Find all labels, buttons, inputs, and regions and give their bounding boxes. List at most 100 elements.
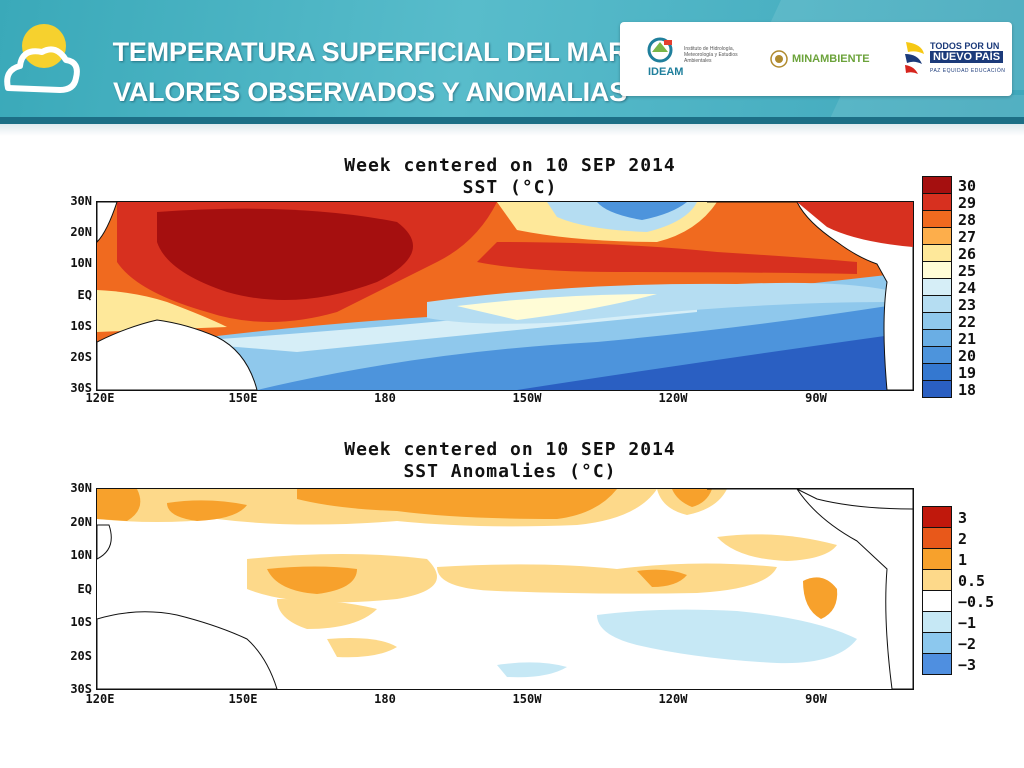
anomaly-lon-label: 120E [85,692,115,706]
sst-colorbar-swatch [923,194,951,211]
anomaly-colorbar-swatch [923,528,951,549]
anomaly-title: Week centered on 10 SEP 2014 SST Anomali… [210,439,810,483]
anomaly-colorbar-label: −3 [958,655,977,674]
sst-colorbar-label: 25 [958,261,977,280]
anomaly-lat-label: 10N [70,548,92,562]
colombia-flag-swoosh-icon [905,42,924,74]
sst-lon-label: 150E [228,391,258,405]
sst-colorbar-swatch [923,296,951,313]
sst-colorbar-label: 30 [958,176,977,195]
anomaly-colorbar-label: 2 [958,529,968,548]
anomaly-colorbar-swatch [923,570,951,591]
sst-lat-label: 30N [70,194,92,208]
sst-lon-label: 150W [512,391,542,405]
todos-line3: PAZ EQUIDAD EDUCACIÓN [930,68,1006,74]
slide-title-line2: VALORES OBSERVADOS Y ANOMALIAS [112,77,628,107]
anomaly-map [96,488,914,690]
sst-colorbar-label: 27 [958,227,977,246]
sst-lat-label: 20S [70,350,92,364]
anomaly-title-line1: Week centered on 10 SEP 2014 [344,439,676,460]
anomaly-title-line2: SST Anomalies (°C) [403,461,617,482]
sst-lon-label: 180 [374,391,396,405]
todos-line1: TODOS POR UN [930,41,1000,51]
header-shadow-band [0,124,1024,136]
anomaly-colorbar-label: −1 [958,613,977,632]
sst-lat-label: 30S [70,381,92,395]
sun-cloud-icon [4,24,80,93]
sst-colorbar-label: 21 [958,329,977,348]
anomaly-lon-label: 120W [658,692,688,706]
sst-colorbar-swatch [923,228,951,245]
anomaly-colorbar [922,506,952,675]
todos-line2: NUEVO PAÍS [930,51,1004,63]
anomaly-colorbar-swatch [923,507,951,528]
sst-colorbar-swatch [923,262,951,279]
sst-colorbar-swatch [923,177,951,194]
sst-colorbar-label: 28 [958,210,977,229]
anomaly-lat-label: 20N [70,515,92,529]
logo-strip: IDEAM Instituto de Hidrología, Meteorolo… [620,22,1012,96]
sst-colorbar-label: 19 [958,363,977,382]
ideam-logo: IDEAM Instituto de Hidrología, Meteorolo… [636,36,754,82]
sst-field [97,202,913,390]
anomaly-colorbar-label: 3 [958,508,968,527]
sst-lon-label: 90W [805,391,827,405]
anomaly-colorbar-label: −0.5 [958,592,995,611]
sst-colorbar-swatch [923,364,951,381]
sst-colorbar-label: 22 [958,312,977,331]
sst-colorbar-label: 26 [958,244,977,263]
sst-title-line1: Week centered on 10 SEP 2014 [344,155,676,176]
anomaly-lat-label: 30N [70,481,92,495]
sst-lon-label: 120W [658,391,688,405]
anomaly-lon-label: 150W [512,692,542,706]
anomaly-colorbar-swatch [923,633,951,654]
sst-lat-label: 10S [70,319,92,333]
anomaly-colorbar-label: 1 [958,550,968,569]
sst-lat-label: 10N [70,256,92,270]
slide-title: TEMPERATURA SUPERFICIAL DEL MAR VALORES … [60,32,680,112]
anomaly-colorbar-swatch [923,612,951,633]
sst-colorbar-swatch [923,279,951,296]
sst-colorbar-label: 23 [958,295,977,314]
slide-title-line1: TEMPERATURA SUPERFICIAL DEL MAR [112,37,628,67]
sst-colorbar [922,176,952,398]
minambiente-wordmark: MINAMBIENTE [792,53,870,65]
sst-colorbar-label: 29 [958,193,977,212]
anomaly-lon-label: 90W [805,692,827,706]
sst-colorbar-label: 18 [958,380,977,399]
anomaly-lat-label: 10S [70,615,92,629]
ideam-wordmark: IDEAM [648,66,684,78]
anomaly-lat-label: 20S [70,649,92,663]
sst-colorbar-swatch [923,330,951,347]
colombia-seal-icon [770,50,788,68]
anomaly-lon-label: 150E [228,692,258,706]
sst-colorbar-label: 20 [958,346,977,365]
todos-por-un-nuevo-pais-logo: TODOS POR UN NUEVO PAÍS PAZ EQUIDAD EDUC… [902,36,1006,84]
anomaly-lat-label: 30S [70,682,92,696]
sst-title-line2: SST (°C) [462,177,558,198]
ideam-emblem-icon [647,37,673,63]
sst-colorbar-swatch [923,245,951,262]
sst-title: Week centered on 10 SEP 2014 SST (°C) [210,155,810,199]
sst-map [96,201,914,391]
sst-lat-label: EQ [77,288,92,302]
anomaly-colorbar-label: −2 [958,634,977,653]
sst-colorbar-swatch [923,211,951,228]
anomaly-colorbar-swatch [923,654,951,674]
sst-colorbar-swatch [923,347,951,364]
sst-colorbar-label: 24 [958,278,977,297]
header-bottom-line [0,117,1024,124]
anomaly-colorbar-swatch [923,549,951,570]
anomaly-lon-label: 180 [374,692,396,706]
minambiente-logo: MINAMBIENTE [770,48,880,70]
anomaly-field [97,489,913,689]
sst-colorbar-swatch [923,313,951,330]
anomaly-colorbar-swatch [923,591,951,612]
slide-header: TEMPERATURA SUPERFICIAL DEL MAR VALORES … [0,0,1024,124]
sst-lon-label: 120E [85,391,115,405]
sst-lat-label: 20N [70,225,92,239]
anomaly-colorbar-label: 0.5 [958,571,986,590]
ideam-subtitle: Instituto de Hidrología, Meteorología y … [684,46,738,64]
anomaly-lat-label: EQ [77,582,92,596]
sst-colorbar-swatch [923,381,951,397]
